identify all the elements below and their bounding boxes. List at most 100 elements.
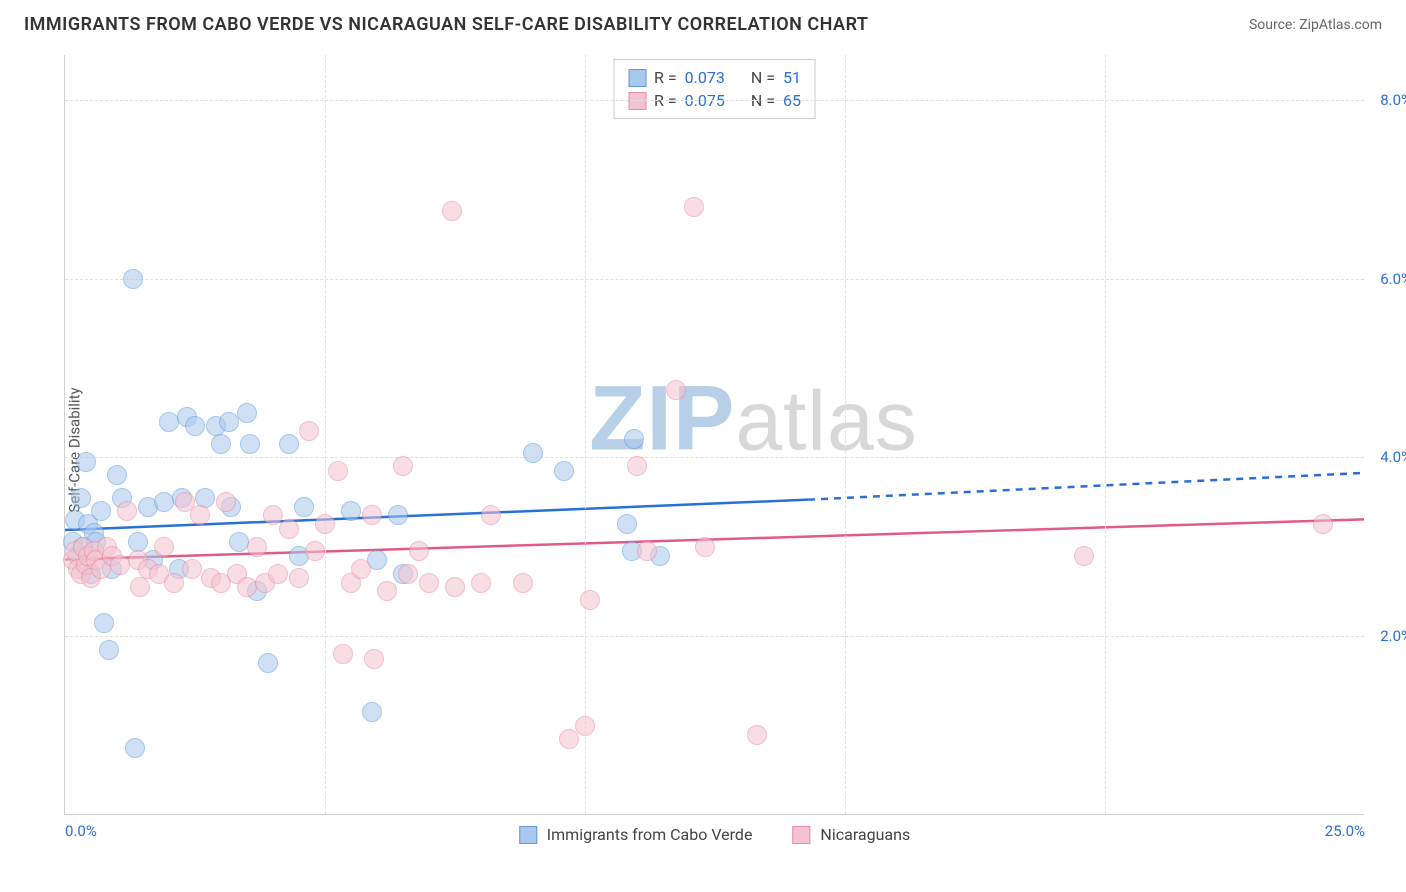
r-label: R = xyxy=(654,68,677,87)
data-point-nica xyxy=(377,581,397,601)
data-point-nica xyxy=(1074,546,1094,566)
data-point-nica xyxy=(419,573,439,593)
data-point-cabo xyxy=(125,738,145,758)
data-point-cabo xyxy=(91,501,111,521)
legend-swatch-nica xyxy=(792,826,810,844)
data-point-cabo xyxy=(229,532,249,552)
data-point-nica xyxy=(154,537,174,557)
y-tick-label: 6.0% xyxy=(1380,270,1406,288)
data-point-cabo xyxy=(107,465,127,485)
gridline-horizontal xyxy=(65,100,1364,101)
gridline-horizontal xyxy=(65,636,1364,637)
data-point-cabo xyxy=(362,702,382,722)
data-point-nica xyxy=(130,577,150,597)
data-point-nica xyxy=(279,519,299,539)
watermark-atlas: atlas xyxy=(735,373,917,470)
source-attribution: Source: ZipAtlas.com xyxy=(1249,17,1382,33)
data-point-nica xyxy=(289,568,309,588)
data-point-cabo xyxy=(185,416,205,436)
n-value-cabo: 51 xyxy=(783,68,801,87)
data-point-nica xyxy=(333,644,353,664)
r-value-cabo: 0.073 xyxy=(685,68,725,87)
data-point-nica xyxy=(695,537,715,557)
legend-label-cabo: Immigrants from Cabo Verde xyxy=(547,825,753,844)
y-tick-label: 8.0% xyxy=(1380,91,1406,109)
series-legend: Immigrants from Cabo Verde Nicaraguans xyxy=(519,825,910,844)
chart-area: Self-Care Disability ZIPatlas R =0.073N … xyxy=(50,55,1380,845)
legend-swatch-cabo xyxy=(519,826,537,844)
x-tick-label: 0.0% xyxy=(65,822,97,840)
data-point-cabo xyxy=(523,443,543,463)
gridline-vertical xyxy=(325,55,326,814)
gridline-horizontal xyxy=(65,457,1364,458)
data-point-cabo xyxy=(341,501,361,521)
correlation-legend: R =0.073N =51R =0.075N =65 xyxy=(613,59,816,119)
legend-row-cabo: R = 0.073 N = 51 xyxy=(628,66,801,89)
data-point-nica xyxy=(684,197,704,217)
data-point-cabo xyxy=(554,461,574,481)
data-point-nica xyxy=(299,421,319,441)
data-point-nica xyxy=(268,564,288,584)
data-point-nica xyxy=(409,541,429,561)
source-label: Source: xyxy=(1249,17,1299,33)
data-point-nica xyxy=(580,590,600,610)
data-point-cabo xyxy=(76,452,96,472)
legend-swatch-cabo xyxy=(628,69,646,87)
data-point-cabo xyxy=(219,412,239,432)
data-point-cabo xyxy=(159,412,179,432)
data-point-cabo xyxy=(99,640,119,660)
gridline-vertical xyxy=(845,55,846,814)
data-point-nica xyxy=(637,541,657,561)
data-point-cabo xyxy=(624,429,644,449)
gridline-vertical xyxy=(585,55,586,814)
data-point-cabo xyxy=(388,505,408,525)
data-point-nica xyxy=(471,573,491,593)
data-point-nica xyxy=(393,456,413,476)
data-point-cabo xyxy=(154,492,174,512)
y-tick-label: 4.0% xyxy=(1380,448,1406,466)
data-point-nica xyxy=(182,559,202,579)
x-tick-label: 25.0% xyxy=(1325,822,1365,840)
data-point-nica xyxy=(164,573,184,593)
data-point-nica xyxy=(442,201,462,221)
gridline-vertical xyxy=(1105,55,1106,814)
data-point-nica xyxy=(305,541,325,561)
data-point-nica xyxy=(445,577,465,597)
data-point-nica xyxy=(398,564,418,584)
data-point-nica xyxy=(351,559,371,579)
legend-item-nica: Nicaraguans xyxy=(792,825,910,844)
data-point-nica xyxy=(666,380,686,400)
chart-title: IMMIGRANTS FROM CABO VERDE VS NICARAGUAN… xyxy=(24,14,869,35)
data-point-nica xyxy=(575,716,595,736)
header: IMMIGRANTS FROM CABO VERDE VS NICARAGUAN… xyxy=(0,0,1406,45)
trend-lines xyxy=(65,55,1364,814)
data-point-cabo xyxy=(237,403,257,423)
data-point-nica xyxy=(315,514,335,534)
data-point-nica xyxy=(747,725,767,745)
data-point-cabo xyxy=(94,613,114,633)
data-point-cabo xyxy=(294,497,314,517)
gridline-horizontal xyxy=(65,279,1364,280)
source-value: ZipAtlas.com xyxy=(1299,17,1382,33)
data-point-nica xyxy=(216,492,236,512)
data-point-nica xyxy=(237,577,257,597)
data-point-cabo xyxy=(279,434,299,454)
data-point-nica xyxy=(328,461,348,481)
data-point-cabo xyxy=(123,269,143,289)
data-point-cabo xyxy=(71,488,91,508)
watermark-zip: ZIP xyxy=(589,367,735,472)
legend-label-nica: Nicaraguans xyxy=(820,825,910,844)
data-point-nica xyxy=(627,456,647,476)
data-point-nica xyxy=(364,649,384,669)
data-point-nica xyxy=(190,505,210,525)
n-label: N = xyxy=(751,68,775,87)
data-point-nica xyxy=(247,537,267,557)
data-point-nica xyxy=(110,555,130,575)
data-point-cabo xyxy=(240,434,260,454)
data-point-nica xyxy=(481,505,501,525)
data-point-nica xyxy=(117,501,137,521)
data-point-nica xyxy=(1313,514,1333,534)
data-point-nica xyxy=(513,573,533,593)
data-point-cabo xyxy=(211,434,231,454)
y-tick-label: 2.0% xyxy=(1380,627,1406,645)
